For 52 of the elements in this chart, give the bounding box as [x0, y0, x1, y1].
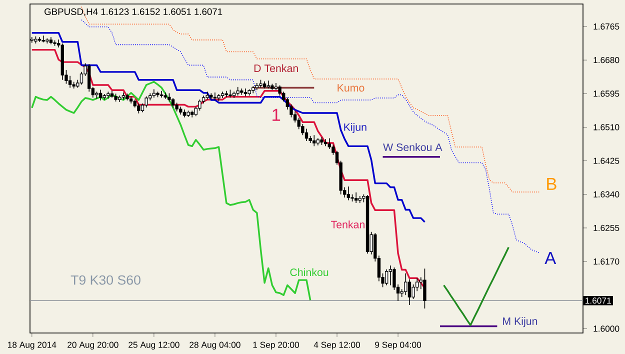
y-tick-label: 1.6595 — [594, 90, 620, 97]
annotation: A — [544, 252, 556, 264]
candlestick — [244, 88, 248, 97]
line-series — [442, 246, 510, 326]
x-tick-label: 25 Aug 12:00 — [128, 342, 180, 350]
candlestick — [68, 75, 72, 88]
x-tick-label: 4 Sep 12:00 — [314, 342, 360, 350]
candlestick — [98, 89, 102, 101]
annotation: Kumo — [338, 84, 364, 92]
candlestick — [423, 268, 426, 309]
y-tick-label: 1.6510 — [594, 124, 620, 130]
x-tick-label: 9 Sep 04:00 — [375, 342, 422, 350]
annotation: Tenkan — [331, 220, 364, 228]
candlestick — [328, 138, 331, 150]
annotation: B — [547, 178, 556, 190]
candlestick — [213, 92, 217, 101]
x-tick-label: 1 Sep 20:00 — [253, 342, 300, 350]
candlestick — [312, 134, 316, 147]
candlestick — [144, 96, 148, 108]
y-tick-label: 1.6680 — [594, 57, 620, 64]
candlestick — [385, 269, 388, 286]
y-tick-label: 1.6765 — [594, 23, 620, 30]
y-tick-label: 1.6340 — [594, 191, 620, 198]
annotation: 1 — [272, 108, 280, 121]
annotation: D Tenkan — [254, 64, 298, 72]
candlestick — [160, 90, 164, 98]
chart-title: GBPUSD,H4 1.6123 1.6152 1.6051 1.6071 — [44, 8, 222, 16]
x-tick-label: 20 Aug 20:00 — [68, 342, 118, 350]
ref-line-label: 1.6071 — [586, 298, 611, 304]
annotation: Chinkou — [290, 268, 328, 276]
candlestick — [137, 103, 140, 114]
annotation: Kijun — [344, 123, 366, 134]
candlestick — [88, 64, 91, 92]
annotation: M Kijun — [503, 317, 538, 328]
candlestick — [266, 80, 270, 89]
candlestick — [404, 272, 408, 296]
y-tick-label: 1.6425 — [594, 158, 620, 164]
x-tick-label: 28 Aug 04:00 — [190, 342, 240, 350]
y-tick-label: 1.6170 — [594, 258, 620, 265]
candlestick — [304, 128, 308, 142]
candlestick — [42, 35, 45, 43]
annotation: T9 K30 S60 — [70, 275, 140, 285]
annotation: W Senkou A — [383, 143, 442, 152]
candlestick — [297, 117, 300, 130]
candlestick — [388, 265, 392, 286]
candlestick — [171, 98, 175, 108]
y-tick-label: 1.6255 — [594, 224, 620, 232]
candlestick — [354, 192, 358, 204]
x-tick-label: 18 Aug 2014 — [8, 342, 56, 350]
y-tick-label: 1.6000 — [594, 326, 620, 332]
candlestick — [346, 186, 350, 201]
candlestick — [408, 278, 412, 306]
